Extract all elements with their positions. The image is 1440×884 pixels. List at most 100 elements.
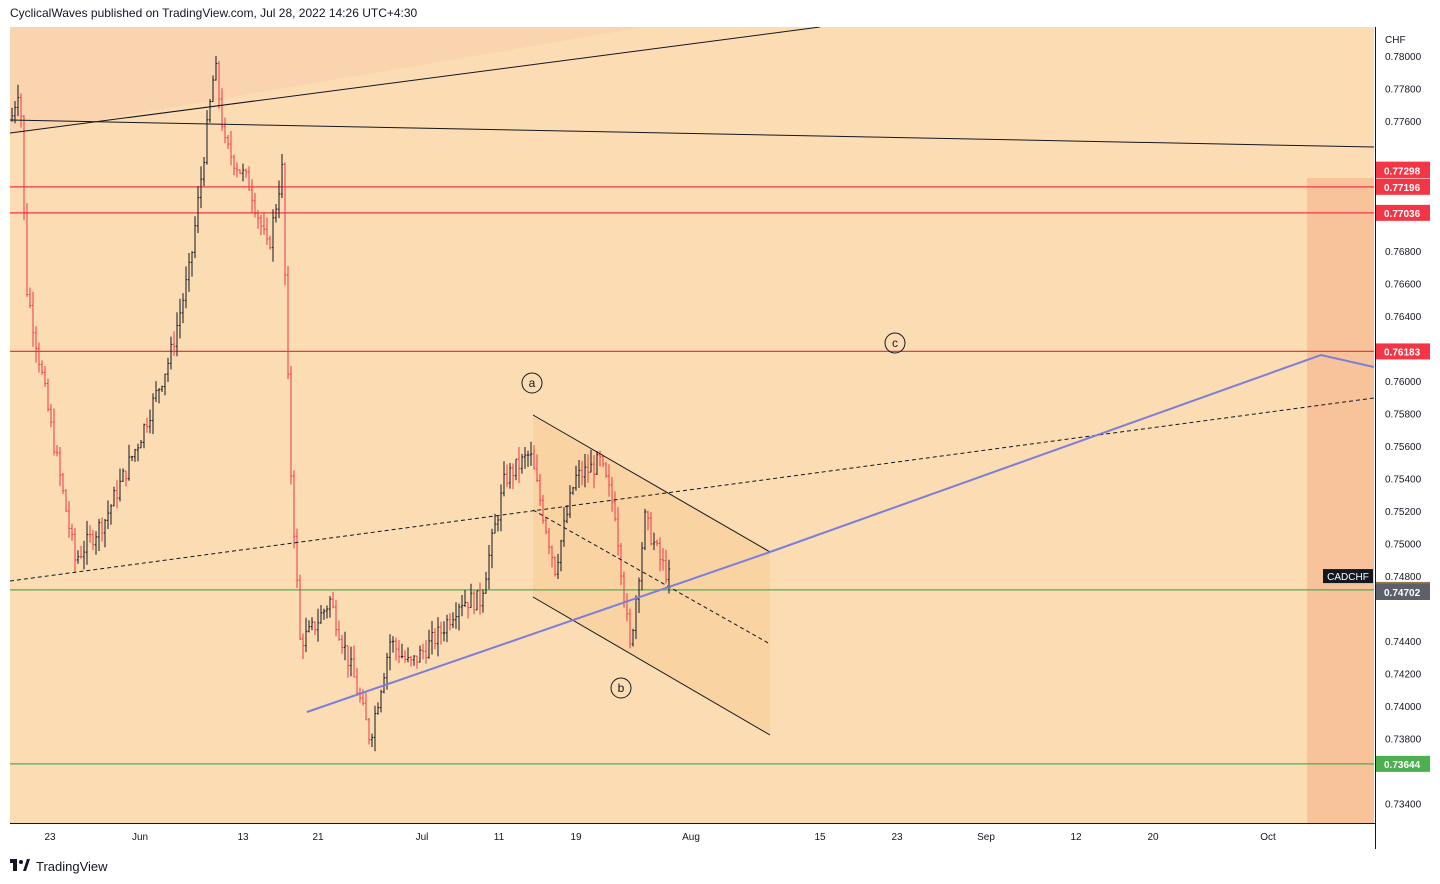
x-tick-label: 23 — [44, 832, 56, 843]
candle — [43, 365, 47, 387]
candle — [655, 539, 659, 547]
candle — [514, 458, 518, 481]
candle — [100, 517, 104, 542]
candle — [421, 643, 425, 660]
candle — [568, 485, 572, 518]
svg-text:a: a — [529, 376, 536, 390]
candle — [595, 451, 599, 475]
publisher-header: CyclicalWaves published on TradingView.c… — [10, 6, 418, 20]
candle — [397, 640, 401, 664]
candle — [478, 582, 482, 615]
candle — [349, 646, 353, 677]
candle — [415, 655, 419, 669]
candle — [211, 75, 215, 103]
candle — [103, 519, 107, 548]
candle — [184, 266, 188, 309]
candle — [325, 605, 329, 619]
y-tick-label: 0.76600 — [1385, 280, 1422, 291]
candle — [130, 455, 134, 462]
candle — [142, 423, 146, 449]
candle — [454, 602, 458, 629]
candle — [283, 162, 287, 286]
chart-plot-area[interactable]: a b c CADCHF — [10, 27, 1374, 823]
candle — [25, 203, 29, 297]
y-tick-label: 0.75200 — [1385, 507, 1422, 518]
candle — [613, 491, 617, 522]
candle — [205, 110, 209, 165]
candle — [214, 56, 218, 81]
declining-resistance-line — [10, 119, 1374, 148]
candle — [499, 484, 503, 532]
x-tick-label: 13 — [237, 832, 249, 843]
candle — [109, 504, 113, 525]
candle — [658, 537, 662, 572]
candle — [367, 718, 371, 745]
price-axis[interactable]: CHF 0.78000 0.77800 0.77600 0.76800 0.76600 0… — [1375, 27, 1431, 849]
channel-top-line — [532, 414, 771, 553]
x-tick-label: Oct — [1260, 832, 1276, 843]
candle — [322, 608, 326, 620]
candle — [550, 545, 554, 568]
candle — [307, 620, 311, 633]
candle — [223, 117, 227, 144]
tradingview-brand: TradingView — [36, 858, 108, 874]
candle — [70, 523, 74, 541]
candle — [472, 590, 476, 615]
candle — [73, 527, 77, 573]
y-tick-label: 0.74000 — [1385, 702, 1422, 713]
candle — [268, 235, 272, 250]
candle — [40, 360, 44, 375]
candle — [646, 510, 650, 531]
candle — [145, 417, 149, 433]
forecast-zone — [1307, 178, 1374, 823]
y-tick-label: 0.74200 — [1385, 670, 1422, 681]
candle — [250, 179, 254, 214]
candle — [541, 495, 545, 524]
chart-svg: a b c CADCHF — [10, 27, 1374, 823]
candle — [181, 293, 185, 324]
candle — [313, 621, 317, 635]
candle — [175, 312, 179, 357]
tradingview-logo-icon — [10, 858, 30, 874]
candle — [97, 518, 101, 551]
candle — [121, 468, 125, 482]
y-tick-label: 0.75800 — [1385, 410, 1422, 421]
y-tick-label: 0.76800 — [1385, 247, 1422, 258]
candle — [418, 645, 422, 663]
candle — [469, 583, 473, 609]
candle — [577, 459, 581, 489]
wave-label-c: c — [884, 332, 906, 354]
price-tag-0.77196: 0.77196 — [1376, 178, 1430, 195]
candle — [523, 446, 527, 469]
time-axis[interactable]: 23 Jun 13 21 Jul 11 19 Aug 15 23 Sep 12 20 Oct — [10, 823, 1375, 850]
candle — [664, 549, 668, 584]
candle — [466, 601, 470, 619]
candle — [388, 634, 392, 671]
candle — [631, 628, 635, 647]
candle — [67, 501, 71, 538]
dashed-trendline — [10, 397, 1374, 582]
candles — [10, 56, 671, 752]
candle — [493, 513, 497, 534]
candle — [382, 673, 386, 694]
candle — [481, 589, 485, 613]
candle — [649, 512, 653, 546]
candle — [394, 637, 398, 661]
candle — [76, 550, 80, 564]
candle — [424, 639, 428, 664]
candle — [52, 408, 56, 456]
y-tick-label: 0.77600 — [1385, 117, 1422, 128]
svg-text:0.77298: 0.77298 — [1384, 166, 1421, 177]
candle — [28, 287, 32, 309]
x-tick-label: Aug — [682, 832, 700, 843]
candle — [337, 620, 341, 641]
candle — [178, 298, 182, 339]
candle — [556, 553, 560, 580]
candle — [370, 733, 374, 747]
x-tick-label: 11 — [494, 832, 505, 843]
upper-channel-shade — [10, 27, 644, 135]
y-tick-label: 0.74400 — [1385, 637, 1422, 648]
candle — [136, 443, 140, 462]
candle — [487, 545, 491, 590]
candle — [277, 180, 281, 219]
